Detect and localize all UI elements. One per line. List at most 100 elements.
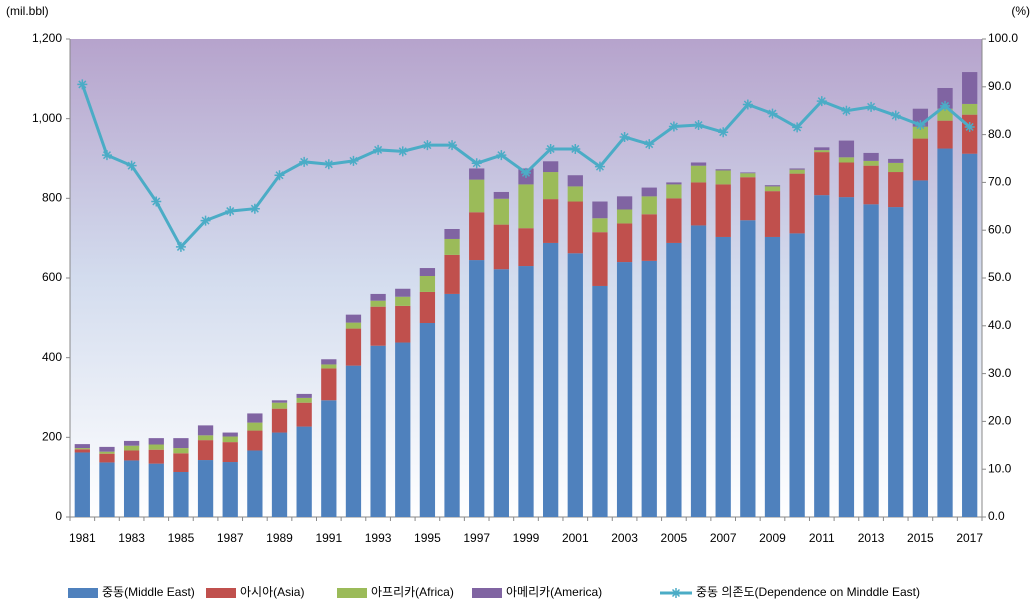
bar [99,451,115,454]
bar [764,236,781,517]
bar [789,173,805,234]
bar [444,238,460,255]
bar [197,440,214,461]
bar [247,422,263,431]
y2-tick-label: 10.0 [988,461,1012,475]
line-marker [299,156,310,167]
bar [592,201,608,219]
line-marker [890,110,901,121]
bar [543,161,559,173]
bar [641,187,657,197]
bar [543,199,559,243]
line-marker [570,143,581,154]
bar [419,323,436,517]
bar [321,400,337,517]
bar [74,444,90,449]
bar [912,180,929,518]
line-marker [841,105,852,116]
bar [419,291,436,324]
y-tick-label: 800 [42,191,62,205]
legend-label: 중동(Middle East) [102,585,195,599]
line-marker [742,99,753,110]
line-marker [422,140,433,151]
bar [641,260,657,517]
line-marker [348,155,359,166]
bar [543,172,559,200]
y-tick-label: 400 [42,350,62,364]
bar [123,460,140,517]
bar [222,432,238,437]
bar [148,438,164,445]
bar [99,462,115,517]
bar [173,453,189,472]
bar [912,126,929,139]
bar [543,242,559,518]
bar [247,430,263,451]
bar [789,168,805,170]
legend-label: 아시아(Asia) [240,585,304,599]
y-tick-label: 1,200 [32,31,62,45]
y2-tick-label: 70.0 [988,175,1012,189]
line-marker [126,160,137,171]
bar [715,170,731,185]
bar [937,148,953,517]
x-tick-label: 1999 [513,531,540,545]
y2-axis-label: (%) [1011,4,1030,18]
bar [469,212,485,261]
x-tick-label: 1987 [217,531,244,545]
bar [838,157,855,163]
bar [567,253,583,517]
line-marker [816,96,827,107]
line-marker [274,170,285,181]
legend-swatch [472,588,502,598]
line-marker [594,161,605,172]
bar [764,185,781,187]
bar [493,224,509,270]
y2-tick-label: 50.0 [988,270,1012,284]
x-tick-label: 1991 [315,531,342,545]
bar [247,413,263,423]
bar [789,169,805,174]
bar [74,448,90,450]
bar [592,285,608,517]
bar [296,397,312,403]
line-marker [644,139,655,150]
bar [937,120,953,149]
bar [838,162,855,198]
bar [616,262,633,517]
bar [395,305,411,343]
line-marker [373,144,384,155]
bar [715,184,731,237]
bar [296,402,312,427]
bar [99,453,115,463]
bar [666,184,682,199]
bar [345,322,362,329]
y2-tick-label: 40.0 [988,318,1012,332]
bar [345,314,362,323]
x-tick-label: 2015 [907,531,934,545]
y-tick-label: 200 [42,430,62,444]
y2-tick-label: 90.0 [988,79,1012,93]
x-tick-label: 2007 [710,531,737,545]
line-marker [471,158,482,169]
line-marker [200,215,211,226]
bar [888,207,904,517]
bar [493,198,509,225]
bar [616,196,633,210]
x-tick-label: 1985 [168,531,195,545]
x-tick-label: 2005 [661,531,688,545]
bar [740,172,756,174]
bar [469,179,485,213]
bar [395,288,411,297]
bar [197,435,214,441]
y-axis-label: (mil.bbl) [6,4,49,18]
x-tick-label: 2003 [611,531,638,545]
line-marker [915,120,926,131]
bar [74,449,90,453]
bar [592,218,608,233]
bar [740,173,756,178]
x-tick-label: 2011 [809,531,835,545]
bar [740,177,756,221]
bar [321,359,337,365]
